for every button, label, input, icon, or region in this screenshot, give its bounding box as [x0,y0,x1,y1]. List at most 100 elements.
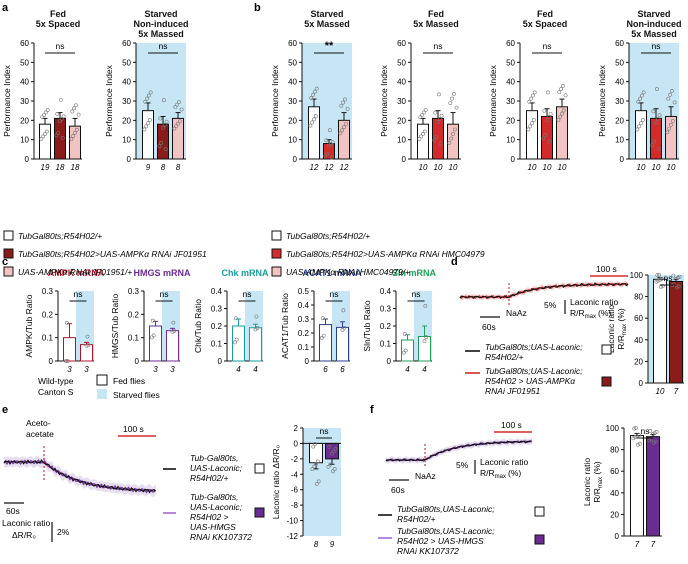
bar [556,106,568,160]
data-point [341,308,346,313]
y-axis-label: Performance Index [379,64,389,137]
y-tick-label: 0.2 [42,310,54,319]
data-point [563,93,568,98]
y-tick-label: 60 [288,39,297,48]
sig-label: ns [543,41,552,51]
legend-f-box-2 [534,534,545,545]
y-axis-label: ACAT1/Tub Ratio [280,293,290,359]
legend-e-2-l2: UAS-Laconic; [190,502,243,512]
y-tick-label: 0.2 [128,310,140,319]
data-point [325,152,330,156]
data-point [526,127,531,132]
legend-d-2-l2: R54H02 > UAS-AMPKα [485,376,576,386]
data-point [327,128,332,133]
chart-title: 5x Massed [304,19,350,29]
data-point [55,112,60,116]
legend-e-1-l2: UAS-Laconic; [190,463,243,473]
data-point [659,276,664,281]
sig-label: ns [412,289,421,299]
data-point [424,335,429,340]
legend-e-1-l3: R54H02/+ [190,473,229,483]
data-point [676,284,681,289]
data-point [330,469,335,474]
chart-title: Chk mRNA [221,268,269,278]
sig-label: ns [652,41,661,51]
y-tick-label: 80 [610,446,619,455]
n-label: 8 [176,163,181,172]
trace-f-ylabel-1: Laconic ratio [480,457,528,467]
y-tick-label: 30 [288,97,297,106]
bar [665,115,677,160]
data-point [423,304,428,308]
data-point [163,147,168,152]
data-point [341,100,346,105]
data-point [39,136,44,141]
y-tick-label: 40 [397,78,406,87]
data-point [448,101,453,105]
y-tick-label: 0 [25,155,30,164]
y-axis-label: Performance Index [2,64,12,137]
trace-d-ylabel-unit: (%) [598,308,611,318]
legend-f-2-l2: R54H02 > UAS-HMGS [397,536,484,546]
legend-b-box-2 [271,248,282,259]
trace-e-ylabel-2: ΔR/R₀ [12,530,36,540]
sig-label: ns [56,41,65,51]
legend-a-box-3 [3,266,14,277]
n-label: 10 [449,163,458,172]
n-label: 3 [153,365,158,374]
data-point [648,428,653,433]
sig-label: ns [74,289,83,299]
data-point [71,134,76,138]
y-tick-label: -2 [291,455,299,464]
data-point [56,131,61,135]
data-point [60,135,65,140]
n-label: 10 [652,163,661,172]
legend-c-starved-label: Starved flies [113,390,160,400]
y-tick-label: 40 [615,78,624,87]
data-point [436,120,440,124]
y-axis-label: R/Rmax (%) [592,461,604,503]
chart-f-bar: 0 20 40 60 80 100 Laconic ratio R/Rmax (%) 7 7 ns [582,424,662,549]
y-tick-label: 40 [634,336,643,345]
data-point [65,359,70,363]
data-point [657,113,662,118]
data-point [172,328,177,333]
chart-c-hmgs: HMGS mRNA 0 0.1 0.2 0.3 HMGS/Tub Ratio 3 3 ns [110,268,191,374]
y-tick-label: 30 [397,97,406,106]
chart-title: ACAT1 mRNA [302,268,362,278]
chart-title: 5x Spaced [523,19,568,29]
bar [172,117,184,160]
data-point [652,139,657,144]
y-tick-label: 60 [122,39,131,48]
data-point [324,138,329,143]
legend-a-text-1: TubGal80ts;R54H02/+ [18,231,102,241]
legend-e-2-l1: Tub-Gal80ts, [190,492,239,502]
n-label: 4 [236,365,241,374]
y-axis-label: Sln/Tub Ratio [362,300,372,351]
y-tick-label: 0 [135,357,140,366]
data-point [320,316,325,321]
data-point [650,143,655,148]
n-label: 12 [310,163,319,172]
legend-f-box-1 [534,506,545,517]
legend-d-2-l1: TubGal80ts;UAS-Laconic; [485,366,583,376]
data-point [656,278,661,283]
data-point [311,444,316,449]
data-point [145,96,150,101]
data-point [641,90,646,95]
y-tick-label: 0.3 [42,287,54,296]
data-point [450,96,455,101]
y-tick-label: 10 [122,136,131,145]
n-label: 10 [543,163,552,172]
bar [418,336,431,362]
y-tick-label: 60 [615,39,624,48]
data-point [314,482,319,486]
legend-e-1-l1: Tub-Gal80ts, [190,453,239,463]
chart-title: HMGS mRNA [133,268,191,278]
n-label: 10 [419,163,428,172]
data-point [44,129,49,134]
y-tick-label: 10 [615,136,624,145]
